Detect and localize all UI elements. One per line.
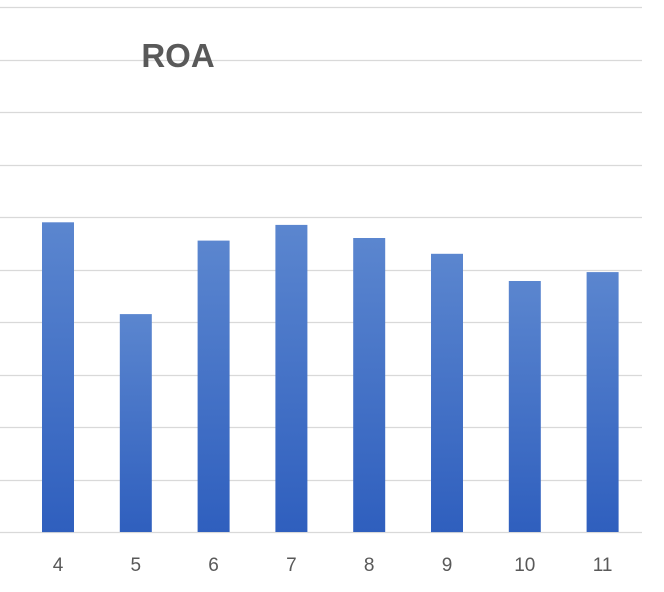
x-tick-label-4: 4 <box>53 555 64 576</box>
bars <box>42 222 619 533</box>
bar-8 <box>353 238 386 532</box>
x-tick-label-9: 9 <box>442 555 453 576</box>
bar-9 <box>431 253 463 533</box>
bar-5 <box>119 314 152 532</box>
gridlines <box>0 6 642 534</box>
x-tick-label-11: 11 <box>593 555 613 576</box>
chart-title: ROA <box>141 37 214 74</box>
x-tick-label-10: 10 <box>514 555 535 576</box>
x-tick-label-5: 5 <box>131 555 142 576</box>
bar-6 <box>197 240 230 532</box>
bar-11 <box>586 272 619 532</box>
x-tick-label-8: 8 <box>364 555 375 576</box>
bar-10 <box>508 281 541 532</box>
x-tick-labels: 4 5 6 7 8 9 10 11 <box>53 555 613 576</box>
x-tick-label-6: 6 <box>208 555 219 576</box>
bar-4 <box>42 222 74 533</box>
x-tick-label-7: 7 <box>286 555 297 576</box>
bar-7 <box>275 224 308 532</box>
